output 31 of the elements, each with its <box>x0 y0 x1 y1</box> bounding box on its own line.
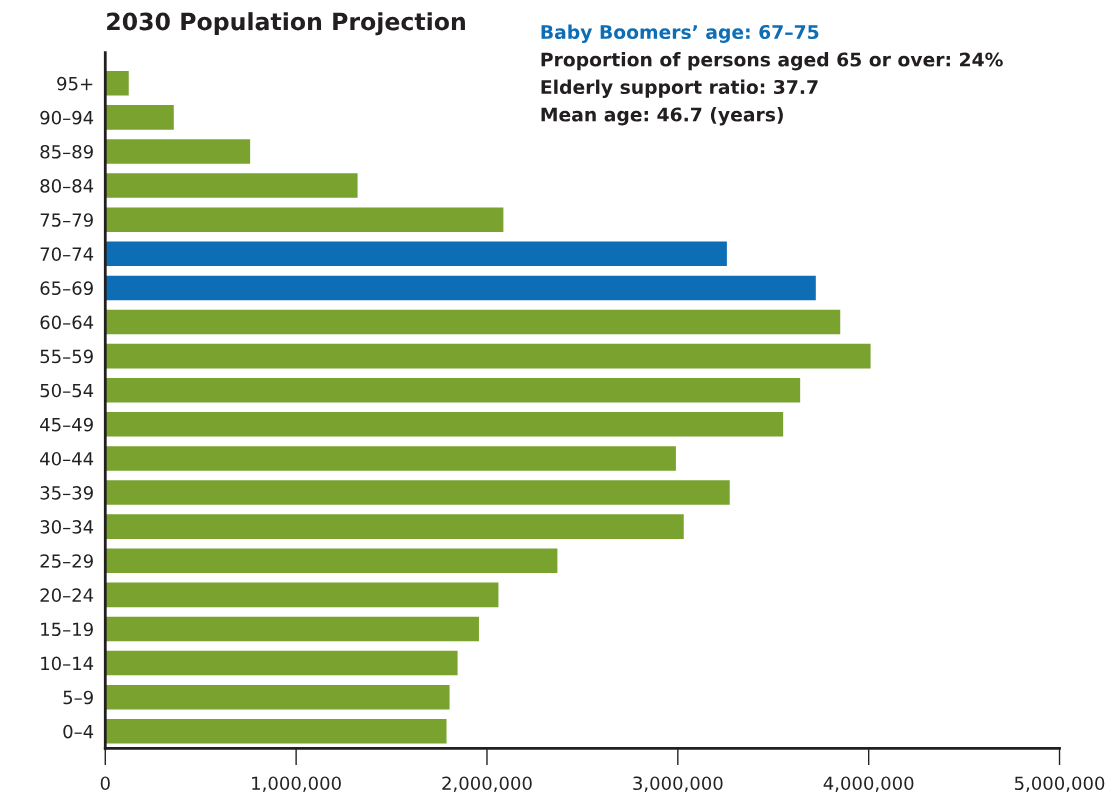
y-tick-label: 60–64 <box>40 315 94 330</box>
x-tick-label: 5,000,000 <box>1014 776 1105 792</box>
y-tick-label: 85–89 <box>40 144 93 159</box>
y-tick-label: 15–19 <box>41 622 93 637</box>
x-tick-label: 3,000,000 <box>633 776 723 792</box>
annotation: Proportion of persons aged 65 or over: 24% <box>541 52 1003 71</box>
y-tick-label: 10–14 <box>41 656 94 671</box>
text: Baby Boomers’ age: 67–75 <box>541 24 819 43</box>
x-tick-label: 2,000,000 <box>442 776 532 792</box>
annotation: Mean age: 46.7 (years) <box>541 107 783 126</box>
y-tick-label: 0–4 <box>63 724 94 739</box>
x-tick-label: 0 <box>100 776 110 791</box>
y-tick-label: 45–49 <box>40 417 93 432</box>
x-tick-label: 4,000,000 <box>823 776 914 792</box>
y-tick-label: 55–59 <box>40 349 93 364</box>
y-tick-label: 25–29 <box>40 554 93 568</box>
y-tick-label: 70–74 <box>40 247 94 261</box>
y-tick-label: 30–34 <box>40 520 94 534</box>
y-tick-label: 90–94 <box>40 110 94 125</box>
y-tick-label: 35–39 <box>40 486 93 500</box>
y-tick-label: 95+ <box>57 76 93 91</box>
chart-title: 2030 Population Projection <box>107 12 465 36</box>
y-tick-label: 65–69 <box>40 281 93 296</box>
y-tick-label: 80–84 <box>40 179 94 193</box>
y-tick-label: 75–79 <box>40 213 93 227</box>
x-tick-label: 1,000,000 <box>252 776 341 792</box>
annotation: Elderly support ratio: 37.7 <box>541 79 818 98</box>
y-tick-label: 20–24 <box>40 588 94 602</box>
y-tick-label: 50–54 <box>40 383 94 398</box>
y-tick-label: 5–9 <box>63 690 93 705</box>
y-tick-label: 40–44 <box>40 451 94 466</box>
